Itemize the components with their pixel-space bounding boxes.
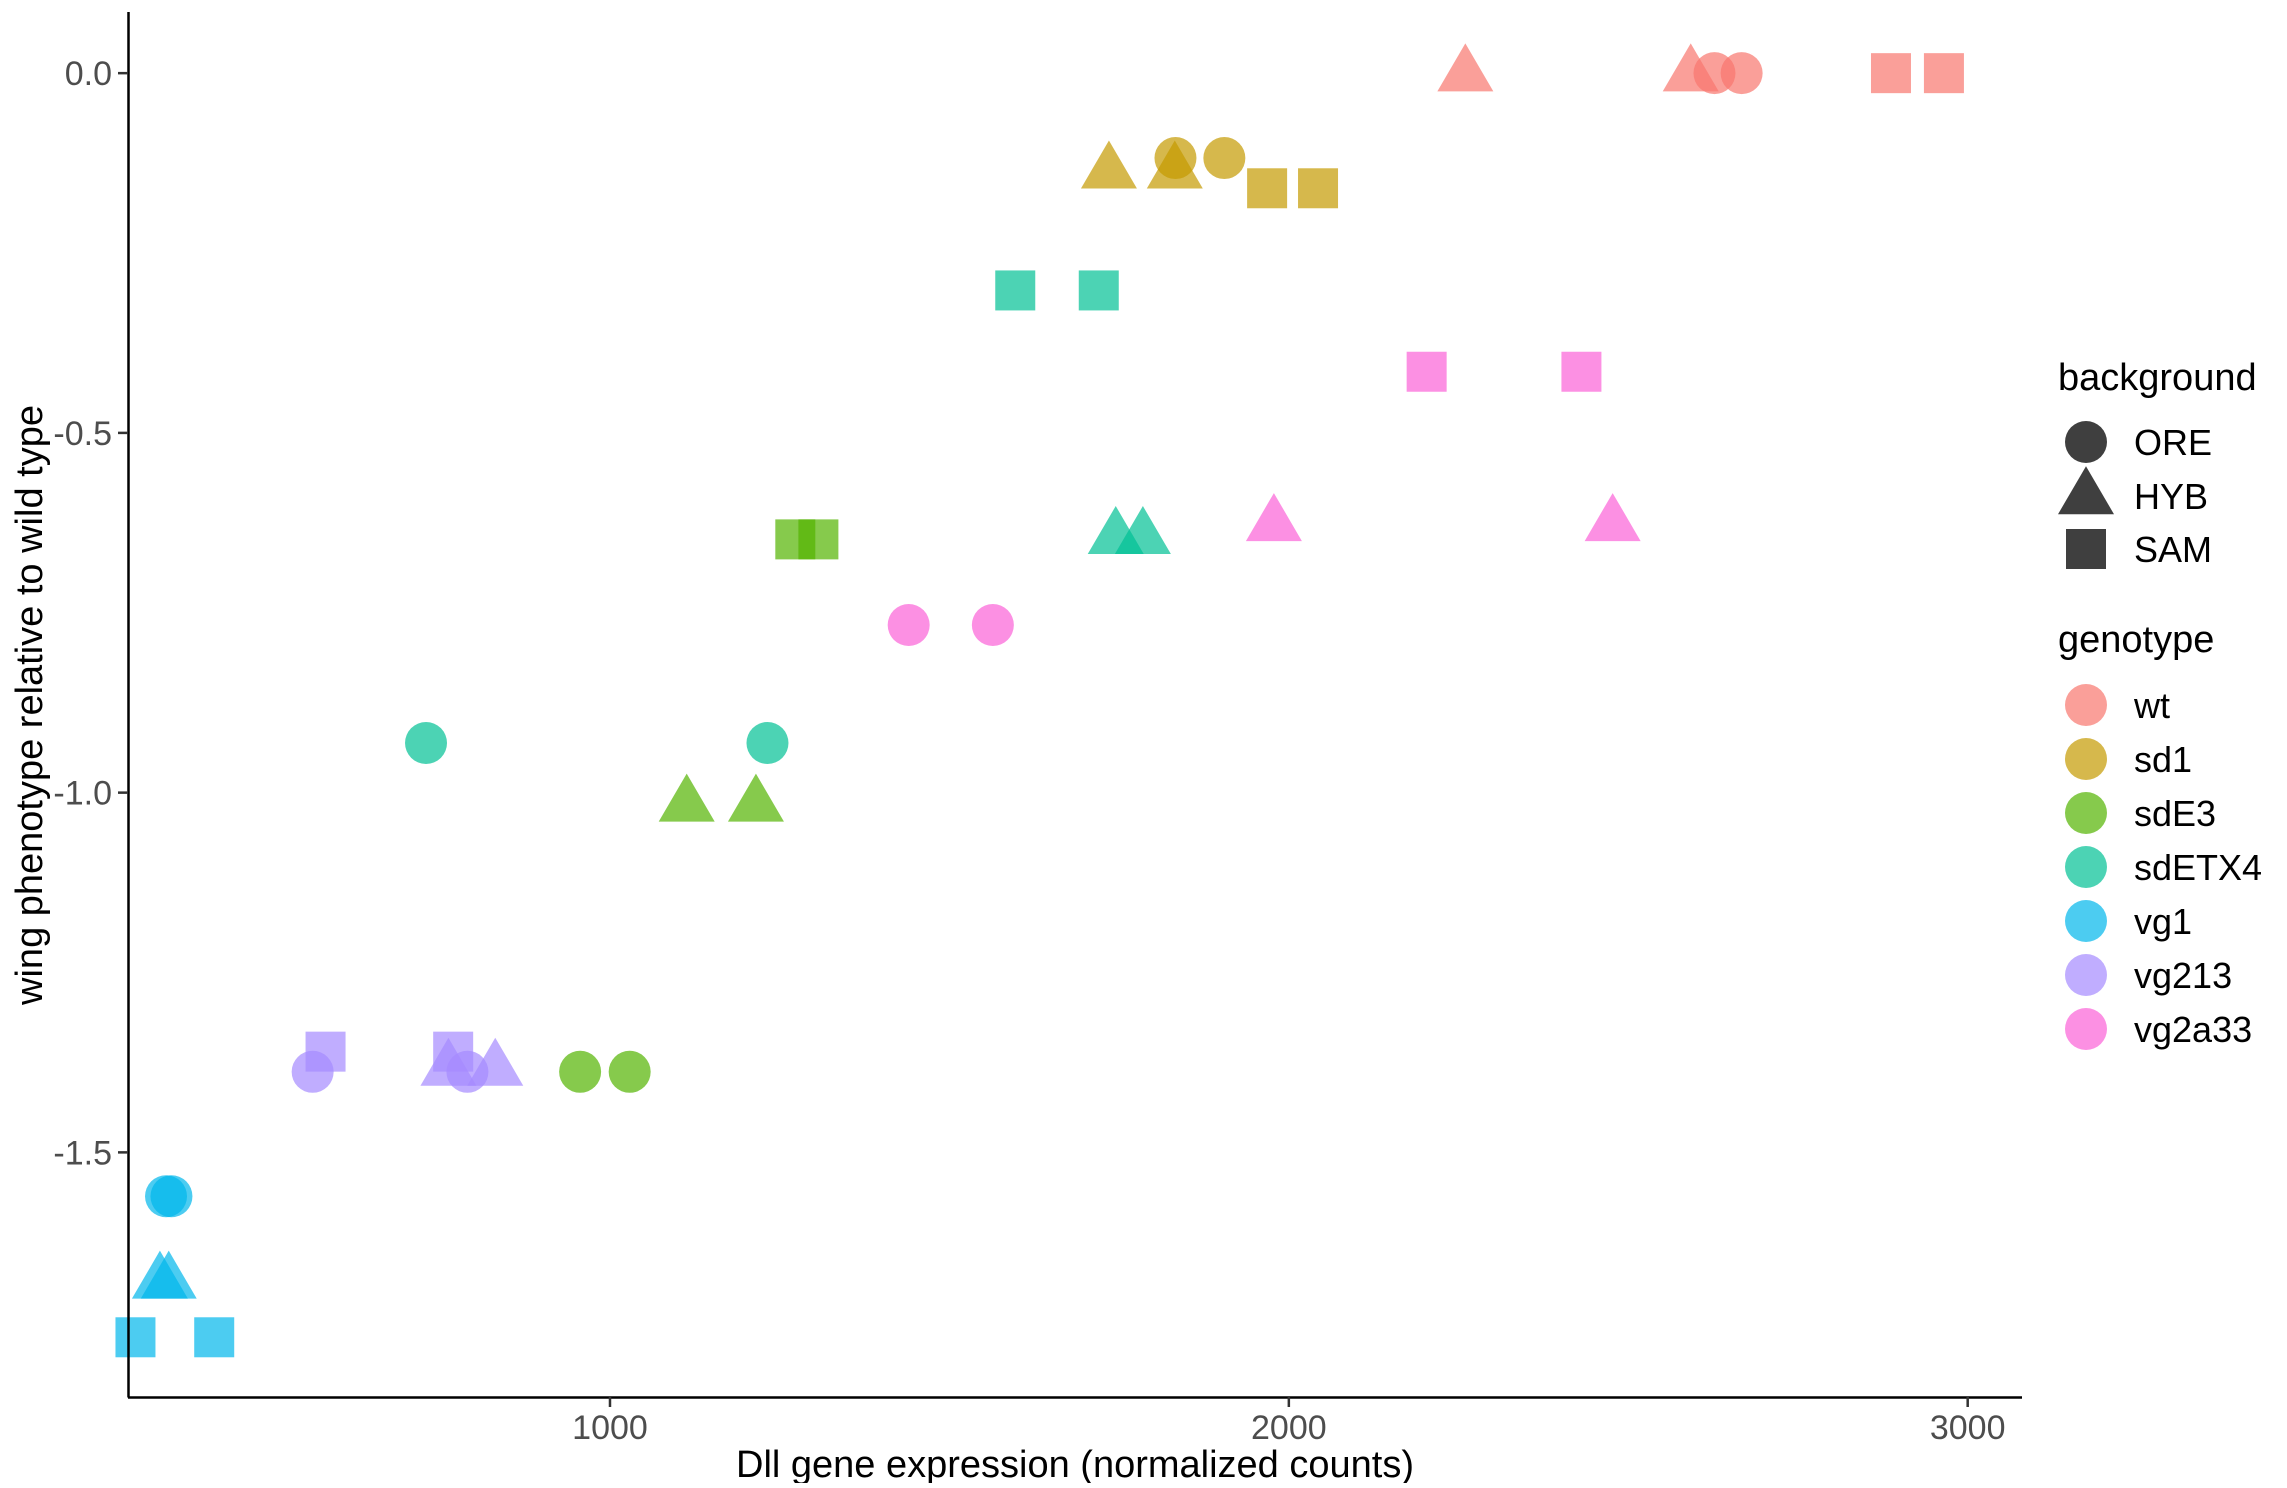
legend-color-keys: wt sd1 sdE3 sdETX4 vg1 vg213 vg2a33	[2065, 684, 2262, 1050]
x-axis-title: Dll gene expression (normalized counts)	[736, 1444, 1414, 1483]
legend: background genotype ORE HYB SAM wt sd1 sdE3 s…	[2058, 357, 2262, 1050]
data-point-vg1-ore	[150, 1175, 193, 1218]
data-point-vg1-sam	[115, 1317, 156, 1358]
data-point-sdETX4-ore	[746, 721, 789, 764]
data-point-sd1-sam	[1298, 168, 1339, 209]
x-axis-ticks: 1000 2000 3000	[572, 1397, 2006, 1447]
data-point-sdETX4-hyb	[1114, 506, 1171, 555]
y-axis-ticks: 0.0 -0.5 -1.0 -1.5	[53, 55, 128, 1172]
legend-label-wt: wt	[2133, 685, 2170, 726]
data-point-vg2a33-sam	[1406, 351, 1447, 392]
y-tick-label: -0.5	[53, 415, 112, 453]
data-point-vg2a33-sam	[1561, 351, 1602, 392]
legend-key-sdE3	[2065, 792, 2107, 834]
legend-label-sd1: sd1	[2134, 739, 2192, 780]
legend-title-background: background	[2058, 357, 2257, 399]
legend-key-vg1	[2065, 900, 2107, 942]
y-tick-label: -1.0	[53, 775, 112, 813]
data-point-vg2a33-hyb	[1584, 493, 1641, 542]
legend-key-wt	[2065, 684, 2107, 726]
points-layer	[115, 43, 1964, 1358]
legend-key-vg213	[2065, 954, 2107, 996]
data-point-sdE3-hyb	[727, 773, 784, 822]
legend-shape-keys: ORE HYB SAM	[2058, 421, 2212, 570]
x-tick-label: 3000	[1930, 1409, 2006, 1447]
data-point-vg1-sam	[194, 1317, 235, 1358]
legend-key-sd1	[2065, 738, 2107, 780]
data-point-wt-ore	[1720, 52, 1763, 95]
legend-label-vg1: vg1	[2134, 901, 2192, 942]
data-point-sdETX4-sam	[995, 270, 1036, 311]
data-point-wt-sam	[1923, 53, 1964, 94]
legend-title-genotype: genotype	[2058, 619, 2214, 661]
data-point-vg213-sam	[433, 1031, 474, 1072]
legend-key-vg2a33	[2065, 1008, 2107, 1050]
data-point-vg213-sam	[305, 1031, 346, 1072]
data-point-sd1-hyb	[1080, 140, 1137, 189]
data-point-wt-hyb	[1437, 43, 1494, 92]
data-point-sdE3-ore	[608, 1050, 651, 1093]
data-point-sdE3-ore	[559, 1050, 602, 1093]
x-tick-label: 1000	[572, 1409, 648, 1447]
legend-label-vg2a33: vg2a33	[2134, 1009, 2252, 1050]
y-tick-label: -1.5	[53, 1134, 112, 1172]
legend-key-ore	[2065, 421, 2107, 463]
data-point-vg1-hyb	[140, 1250, 197, 1299]
y-axis-title: wing phenotype relative to wild type	[9, 405, 51, 1006]
legend-label-sdETX4: sdETX4	[2134, 847, 2262, 888]
legend-label-ore: ORE	[2134, 422, 2212, 463]
data-point-sd1-ore	[1203, 137, 1246, 180]
legend-label-hyb: HYB	[2134, 476, 2208, 517]
data-point-sd1-sam	[1247, 168, 1288, 209]
y-tick-label: 0.0	[65, 55, 112, 93]
data-point-vg2a33-hyb	[1245, 493, 1302, 542]
data-point-sdETX4-sam	[1078, 270, 1119, 311]
data-point-sdE3-hyb	[658, 773, 715, 822]
data-point-wt-hyb	[1662, 43, 1719, 92]
data-point-vg213-hyb	[467, 1037, 524, 1086]
legend-key-hyb	[2058, 466, 2114, 515]
data-point-sdETX4-ore	[405, 721, 448, 764]
data-point-vg2a33-ore	[887, 603, 930, 646]
data-point-wt-sam	[1870, 53, 1911, 94]
legend-label-vg213: vg213	[2134, 955, 2232, 996]
legend-label-sdE3: sdE3	[2134, 793, 2216, 834]
legend-key-sdETX4	[2065, 846, 2107, 888]
legend-label-sam: SAM	[2134, 529, 2212, 570]
x-tick-label: 2000	[1251, 1409, 1327, 1447]
legend-key-sam	[2066, 529, 2106, 569]
data-point-sd1-hyb	[1146, 140, 1203, 189]
data-point-vg2a33-ore	[971, 603, 1014, 646]
data-point-sdE3-sam	[798, 519, 839, 560]
